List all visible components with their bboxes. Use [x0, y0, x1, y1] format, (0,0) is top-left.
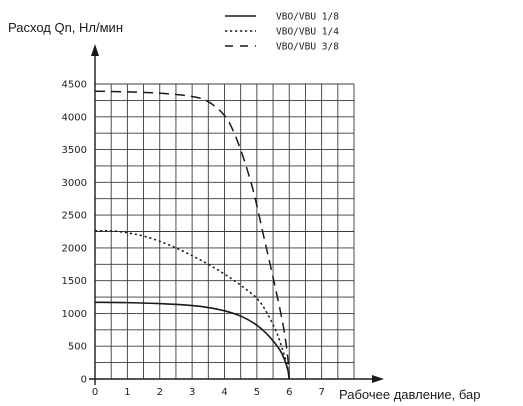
y-tick-label: 1500 — [62, 276, 87, 287]
y-tick-label: 3000 — [62, 178, 87, 189]
legend-label-2: VBO/VBU 1/4 — [276, 27, 339, 38]
y-axis-label: Расход Qn, Нл/мин — [8, 20, 123, 35]
y-tick-label: 4000 — [62, 112, 87, 123]
legend-label-1: VBO/VBU 1/8 — [276, 12, 339, 23]
x-tick-label: 2 — [157, 387, 163, 398]
x-tick-label: 4 — [221, 387, 227, 398]
series-line-1 — [94, 301, 291, 380]
x-tick-label: 5 — [254, 387, 260, 398]
x-tick-label: 3 — [189, 387, 195, 398]
series-lines — [94, 90, 291, 380]
series-line-2 — [94, 229, 290, 380]
grid — [95, 83, 355, 379]
x-tick-label: 6 — [286, 387, 292, 398]
legend: VBO/VBU 1/8 VBO/VBU 1/4 VBO/VBU 3/8 — [225, 12, 339, 53]
y-tick-label: 4500 — [62, 80, 87, 91]
x-tick-label: 0 — [92, 387, 98, 398]
x-axis-label: Рабочее давление, бар — [339, 387, 481, 402]
y-tick-label: 3500 — [62, 145, 87, 156]
y-axis-arrow — [91, 44, 99, 56]
axes — [89, 44, 384, 385]
legend-label-3: VBO/VBU 3/8 — [276, 42, 339, 53]
y-tick-label: 0 — [81, 375, 87, 386]
x-axis-arrow — [372, 375, 384, 383]
y-tick-label: 2000 — [62, 243, 87, 254]
series-line-3 — [94, 90, 290, 380]
y-tick-label: 2500 — [62, 211, 87, 222]
tick-labels: 0 500 1000 1500 2000 2500 3000 3500 4000 4500 0 1 2 3… — [62, 80, 325, 399]
x-tick-label: 7 — [318, 387, 324, 398]
x-tick-label: 1 — [124, 387, 130, 398]
y-tick-label: 500 — [68, 342, 87, 353]
y-tick-label: 1000 — [62, 309, 87, 320]
